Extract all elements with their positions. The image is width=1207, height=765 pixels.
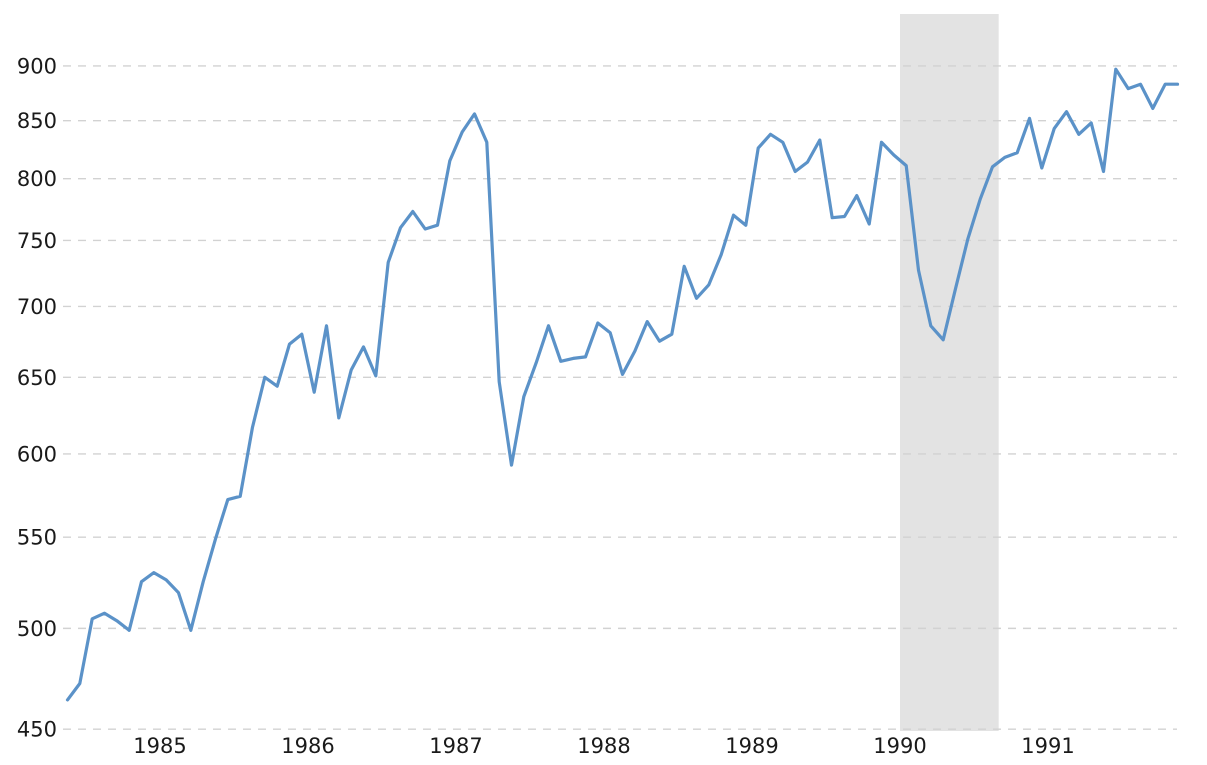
x-axis-tick-label: 1990	[873, 734, 926, 758]
x-axis-tick-label: 1987	[429, 734, 482, 758]
y-axis-tick-label: 900	[17, 54, 57, 78]
y-axis-tick-label: 850	[17, 109, 57, 133]
y-axis-tick-label: 600	[17, 442, 57, 466]
y-axis-tick-label: 700	[17, 295, 57, 319]
y-axis-tick-label: 800	[17, 167, 57, 191]
y-axis-tick-label: 650	[17, 366, 57, 390]
x-axis-tick-label: 1991	[1021, 734, 1074, 758]
x-axis-tick-label: 1989	[725, 734, 778, 758]
y-axis-tick-label: 750	[17, 229, 57, 253]
y-axis-tick-label: 550	[17, 526, 57, 550]
y-axis-tick-label: 450	[17, 718, 57, 742]
y-axis-tick-label: 500	[17, 617, 57, 641]
data-series-line	[65, 67, 1180, 702]
recession-shading-band	[900, 14, 999, 731]
x-axis-tick-label: 1988	[577, 734, 630, 758]
x-axis-tick-label: 1985	[133, 734, 186, 758]
x-axis-tick-label: 1986	[281, 734, 334, 758]
